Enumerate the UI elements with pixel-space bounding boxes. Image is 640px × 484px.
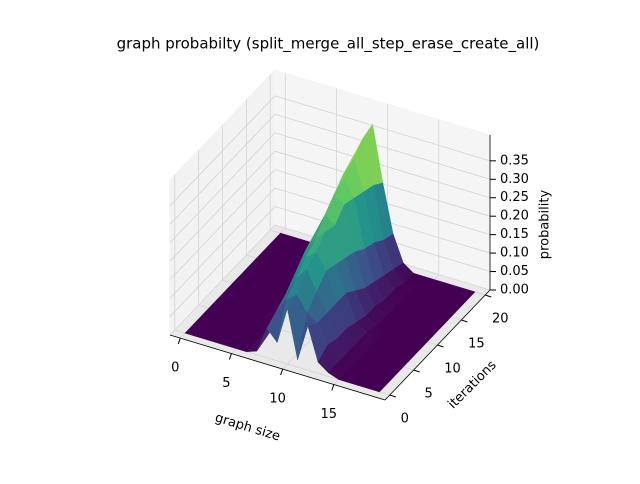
y-tick [437, 344, 444, 348]
x-axis-line [169, 334, 386, 401]
x-tick [331, 384, 335, 391]
grid-line [274, 113, 491, 180]
y-tick [485, 294, 492, 298]
x-tick-label: 10 [269, 392, 286, 407]
z-axis-label: probability [538, 190, 553, 260]
x-tick [228, 353, 232, 360]
grid-line [169, 132, 276, 244]
grid-line [169, 114, 276, 225]
surface-cell [369, 378, 390, 393]
z-tick-label: 0.20 [500, 209, 529, 224]
y-tick [461, 319, 468, 323]
z-tick-label: 0.35 [500, 153, 529, 168]
grid-line [169, 95, 276, 207]
grid-line [169, 224, 276, 336]
z-tick-label: 0.00 [500, 283, 529, 298]
x-tick [280, 368, 284, 376]
x-tick-label: 0 [171, 361, 179, 376]
y-axis-line [384, 289, 491, 401]
y-tick-label: 15 [468, 337, 485, 352]
y-tick [413, 369, 420, 373]
z-tick-label: 0.15 [500, 227, 529, 242]
grid-line [169, 150, 276, 262]
x-tick-label: 5 [222, 376, 230, 391]
z-tick-label: 0.30 [500, 172, 529, 187]
z-tick-label: 0.05 [500, 264, 529, 279]
grid-line [274, 95, 491, 162]
z-tick-label: 0.25 [500, 190, 529, 205]
y-tick-label: 5 [424, 387, 432, 402]
y-tick-label: 10 [444, 362, 461, 377]
x-axis-label: graph size [213, 410, 282, 444]
z-tick-label: 0.10 [500, 246, 529, 261]
y-tick [389, 394, 396, 398]
grid-line [274, 132, 491, 199]
y-tick-label: 0 [401, 412, 409, 427]
grid-line [169, 206, 276, 317]
grid-line [169, 169, 276, 280]
surface [184, 124, 476, 393]
x-tick-label: 15 [321, 407, 338, 422]
grid-line [169, 187, 276, 299]
x-tick [177, 337, 181, 345]
chart-title: graph probabilty (split_merge_all_step_e… [117, 35, 540, 54]
y-tick-label: 20 [492, 312, 509, 327]
